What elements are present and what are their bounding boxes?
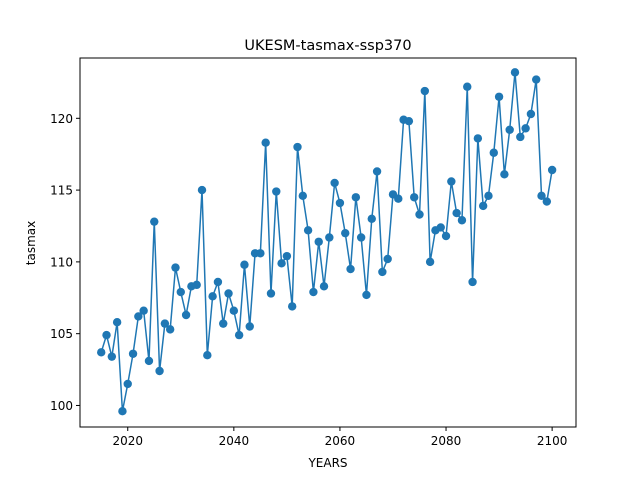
data-point (171, 263, 180, 272)
data-point (542, 197, 552, 206)
plot-area (97, 68, 557, 416)
data-point (144, 356, 154, 366)
data-point (282, 251, 292, 261)
data-point (181, 310, 191, 320)
data-point (351, 193, 361, 202)
data-point (494, 92, 504, 101)
data-point (489, 148, 498, 157)
data-point (176, 287, 185, 297)
data-point (256, 249, 265, 258)
data-point (128, 349, 138, 358)
y-tick-label: 105 (50, 327, 73, 341)
data-point (537, 191, 546, 201)
data-point (341, 228, 350, 238)
x-tick-label: 2040 (219, 434, 250, 448)
data-point (314, 237, 323, 246)
data-point (234, 330, 244, 340)
data-point (367, 214, 376, 224)
data-point (272, 187, 281, 196)
data-point (112, 317, 122, 327)
data-point (293, 142, 302, 152)
data-point (404, 116, 414, 126)
data-point (521, 124, 530, 133)
data-point (219, 319, 228, 328)
data-point (107, 352, 117, 361)
data-point (420, 86, 430, 96)
data-point (325, 233, 334, 242)
data-point (240, 260, 249, 269)
axes-frame (79, 57, 577, 428)
data-point (261, 138, 270, 147)
data-point (372, 167, 382, 176)
data-point (394, 194, 403, 203)
data-point (155, 366, 164, 376)
data-point (102, 330, 111, 340)
data-point (123, 379, 132, 389)
data-point (287, 302, 297, 311)
data-point (532, 75, 541, 84)
data-point (510, 68, 520, 77)
y-tick-label: 115 (50, 184, 73, 198)
x-tick-label: 2060 (325, 434, 356, 448)
data-point (425, 257, 435, 267)
data-point (441, 231, 451, 241)
x-tick-label: 2080 (431, 434, 462, 448)
data-point (319, 282, 329, 291)
data-point (500, 170, 509, 179)
axis-ticks: 2020 2040 2060 2080 2100 100 105 110 115 120 (50, 112, 567, 448)
data-point (410, 193, 419, 202)
data-point (330, 178, 339, 188)
y-tick-label: 100 (50, 399, 73, 413)
data-point (303, 226, 313, 235)
data-point (452, 208, 461, 218)
data-point (505, 125, 514, 134)
data-point (516, 132, 525, 142)
data-point (298, 191, 307, 201)
data-point (415, 210, 424, 219)
data-point (346, 264, 355, 274)
data-point (463, 82, 472, 91)
x-axis-label: YEARS (307, 456, 347, 470)
x-tick-label: 2020 (112, 434, 143, 448)
data-point (447, 177, 456, 186)
data-point (160, 319, 170, 328)
data-point (224, 289, 233, 298)
data-point (277, 259, 286, 268)
data-point (139, 306, 148, 315)
data-point (362, 290, 371, 300)
data-point (309, 287, 318, 297)
data-point (208, 292, 217, 301)
data-point (457, 216, 467, 225)
data-point (165, 325, 175, 334)
data-point (473, 134, 483, 143)
data-point (266, 289, 276, 298)
data-point (468, 277, 477, 287)
data-point (383, 254, 392, 264)
data-point (526, 109, 536, 119)
data-point (356, 233, 366, 242)
data-point (229, 306, 239, 315)
y-tick-label: 110 (50, 255, 73, 269)
data-point (436, 223, 445, 232)
x-tick-label: 2100 (537, 434, 568, 448)
data-point (478, 201, 488, 211)
data-point (118, 407, 127, 416)
data-point (245, 322, 254, 331)
chart-title: UKESM-tasmax-ssp370 (244, 38, 411, 54)
data-point (378, 267, 387, 277)
data-point (134, 312, 143, 321)
data-point (547, 165, 557, 175)
data-point (203, 351, 212, 360)
data-point (192, 280, 201, 290)
data-point (213, 277, 223, 287)
data-point (97, 348, 106, 357)
data-point (197, 185, 207, 195)
data-point (150, 217, 159, 226)
y-axis-label: tasmax (24, 221, 38, 265)
data-point (335, 198, 345, 208)
y-tick-label: 120 (50, 112, 73, 126)
data-point (484, 191, 493, 201)
